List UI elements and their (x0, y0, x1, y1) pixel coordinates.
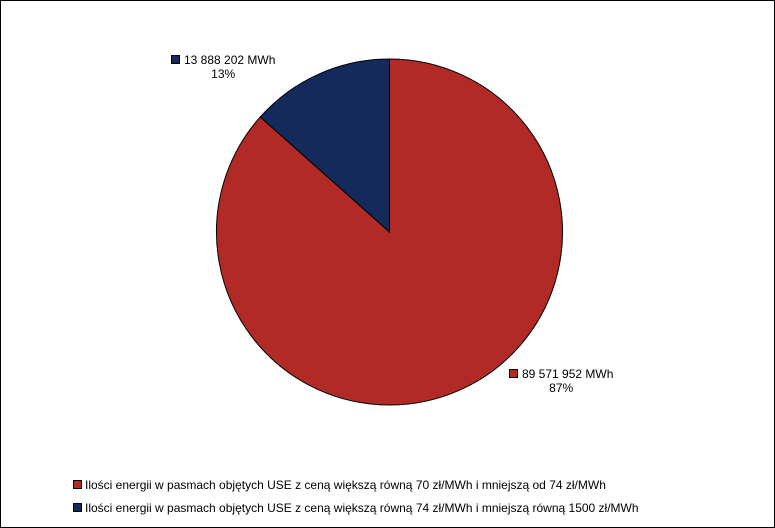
data-label-percent: 13% (211, 67, 236, 81)
data-label-percent: 87% (549, 381, 574, 395)
legend-item-1: Ilości energii w pasmach objętych USE z … (73, 478, 606, 492)
data-label-swatch (171, 55, 180, 64)
data-label-value: 89 571 952 MWh (522, 367, 614, 381)
legend-item-2: Ilości energii w pasmach objętych USE z … (73, 501, 639, 515)
legend-label: Ilości energii w pasmach objętych USE z … (85, 501, 639, 515)
pie-slice-2 (259, 58, 390, 234)
data-label-slice-1: 89 571 952 MWh 87% (509, 367, 613, 395)
data-label-swatch (509, 369, 518, 378)
data-label-value: 13 888 202 MWh (184, 53, 276, 67)
legend-swatch (73, 503, 82, 513)
legend-swatch (73, 480, 82, 490)
legend-label: Ilości energii w pasmach objętych USE z … (85, 478, 606, 492)
data-label-slice-2: 13 888 202 MWh 13% (171, 53, 275, 81)
